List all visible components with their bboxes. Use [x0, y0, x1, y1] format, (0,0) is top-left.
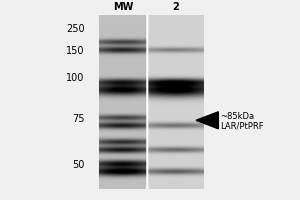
Text: ~85kDa: ~85kDa	[220, 112, 254, 121]
Text: 150: 150	[66, 46, 85, 56]
Text: 75: 75	[72, 114, 85, 124]
Polygon shape	[196, 112, 218, 129]
Text: 2: 2	[172, 2, 178, 12]
Text: 100: 100	[66, 73, 85, 83]
Text: 50: 50	[72, 160, 85, 170]
Text: LAR/PtPRF: LAR/PtPRF	[220, 121, 263, 130]
Text: 250: 250	[66, 24, 85, 34]
Text: MW: MW	[113, 2, 134, 12]
